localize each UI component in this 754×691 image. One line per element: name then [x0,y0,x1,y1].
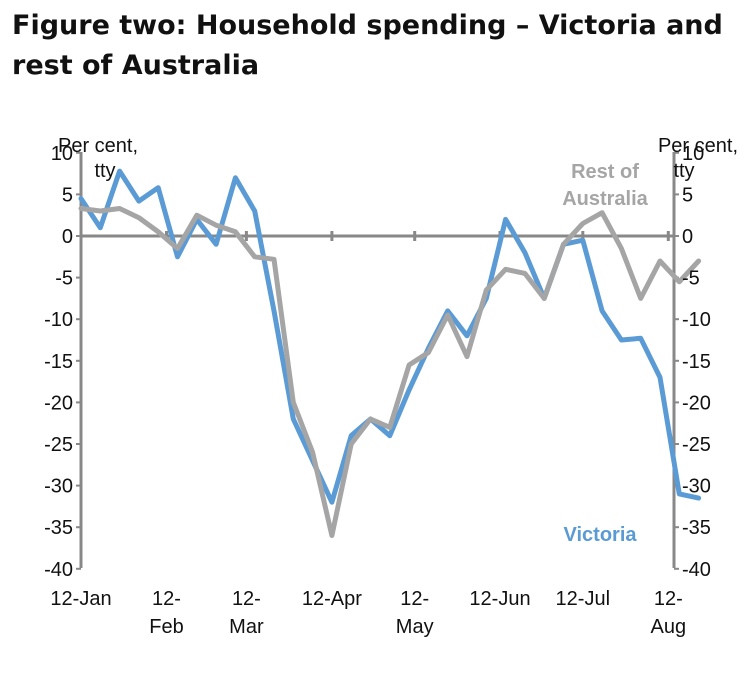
right-y-tick-label: -10 [682,309,711,331]
left-y-tick-label: 10 [51,143,73,165]
rest-of-australia-series-label: Australia [562,188,648,210]
left-y-tick-label: -10 [44,309,73,331]
x-tick-label: 12-Jul [556,588,610,610]
chart-text-labels: 10 10 5 5 0 0 -5 -5 -10 -10 -15 -15 -20 -20 -25 -25 -30 -… [44,135,738,638]
left-y-tick-label: -5 [55,268,73,290]
x-tick-label: 12- [654,588,683,610]
x-tick-label: May [396,616,434,638]
x-tick-label: Feb [149,616,183,638]
right-y-tick-label: 5 [682,184,693,206]
right-y-tick-label: -15 [682,351,711,373]
x-tick-label: 12- [152,588,181,610]
right-y-tick-label: -40 [682,559,711,581]
left-y-tick-label: -40 [44,559,73,581]
x-tick-label: 12- [400,588,429,610]
left-y-tick-label: -25 [44,434,73,456]
left-y-tick-label: 5 [62,184,73,206]
left-y-tick-label: -35 [44,517,73,539]
chart-title: Figure two: Household spending – Victori… [12,10,723,81]
x-tick-label: 12-Jun [469,588,530,610]
rest-of-australia-series-label: Rest of [571,161,639,183]
x-tick-label: Aug [651,616,687,638]
left-axis-unit-label: Per cent, [58,135,138,157]
right-y-tick-label: -5 [682,268,700,290]
x-tick-label: 12-Apr [302,588,362,610]
left-axis-unit-label: tty [94,160,115,182]
chart-series-lines [78,168,702,538]
x-tick-label: Mar [229,616,264,638]
right-y-tick-label: 0 [682,226,693,248]
x-tick-label: 12- [232,588,261,610]
right-axis-unit-label: tty [673,160,694,182]
right-y-tick-label: -25 [682,434,711,456]
victoria-series-line [78,168,702,505]
rest-of-australia-series-line [78,206,702,538]
right-axis-unit-label: Per cent, [658,135,738,157]
left-y-tick-label: -15 [44,351,73,373]
right-y-tick-label: -20 [682,392,711,414]
left-y-tick-label: -20 [44,392,73,414]
right-y-tick-label: -30 [682,476,711,498]
left-y-tick-label: -30 [44,476,73,498]
left-y-tick-label: 0 [62,226,73,248]
victoria-series-label: Victoria [564,524,638,546]
right-y-tick-label: 10 [682,143,704,165]
x-tick-label: 12-Jan [50,588,111,610]
right-y-tick-label: -35 [682,517,711,539]
